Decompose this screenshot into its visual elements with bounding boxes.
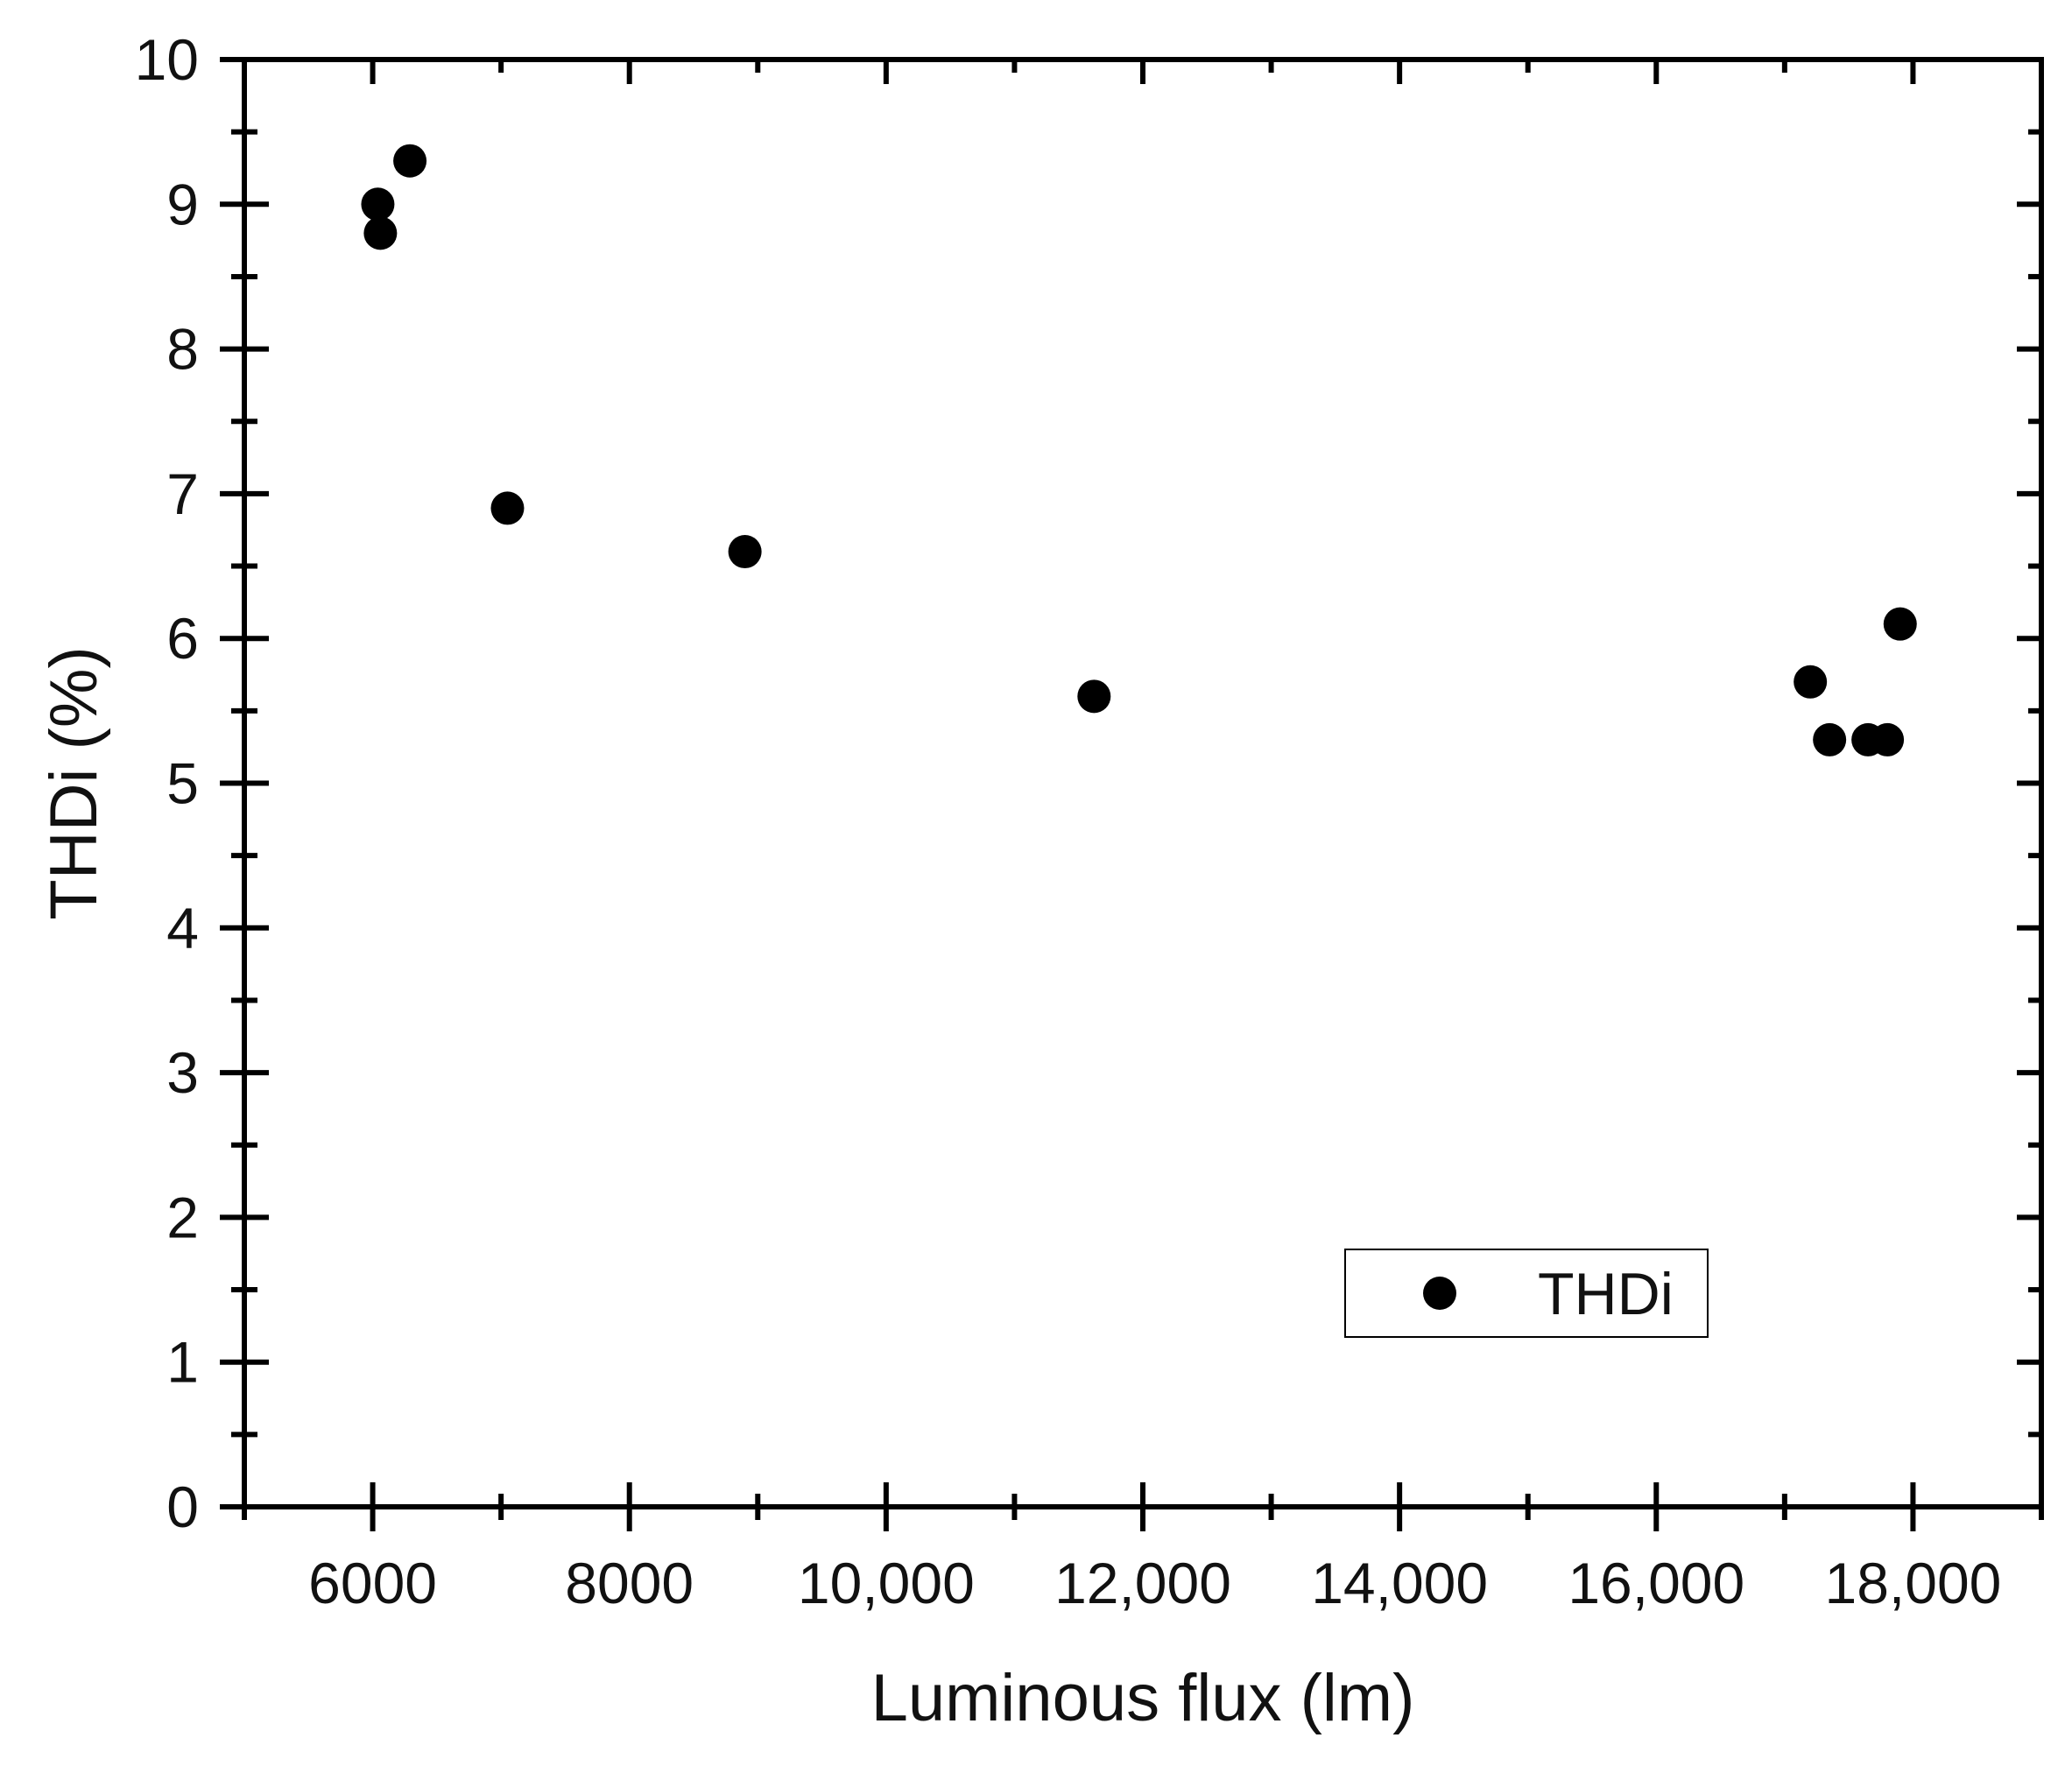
data-point — [361, 187, 395, 222]
legend-box — [1344, 1249, 1709, 1338]
legend-marker-thdi — [1423, 1277, 1456, 1310]
y-tick-label: 1 — [166, 1330, 199, 1395]
legend: THDi — [1344, 1249, 1709, 1338]
y-tick-label: 3 — [166, 1040, 199, 1105]
x-tick-label: 12,000 — [1054, 1551, 1231, 1615]
x-tick-labels: 6000 8000 10,000 12,000 14,000 16,000 18,000 — [308, 1551, 2001, 1615]
legend-label-thdi: THDi — [1538, 1261, 1674, 1327]
y-tick-label: 7 — [166, 461, 199, 526]
x-tick-label: 14,000 — [1311, 1551, 1488, 1615]
y-tick-label: 0 — [166, 1474, 199, 1539]
y-tick-label: 10 — [135, 27, 199, 92]
x-tick-label: 10,000 — [798, 1551, 975, 1615]
y-tick-label: 2 — [166, 1185, 199, 1249]
y-tick-label: 8 — [166, 317, 199, 382]
data-point — [1794, 665, 1828, 699]
data-point — [1077, 679, 1111, 714]
data-points — [361, 144, 1917, 756]
data-point — [728, 535, 762, 569]
data-point — [1813, 722, 1847, 756]
y-tick-label: 6 — [166, 606, 199, 671]
y-tick-label: 4 — [166, 896, 199, 960]
x-tick-label: 16,000 — [1568, 1551, 1744, 1615]
y-tick-label: 9 — [166, 172, 199, 236]
major-ticks — [220, 57, 2041, 1531]
x-tick-label: 8000 — [565, 1551, 694, 1615]
x-tick-label: 18,000 — [1824, 1551, 2001, 1615]
x-axis-title: Luminous flux (lm) — [871, 1661, 1415, 1735]
data-point — [490, 491, 525, 525]
y-tick-label: 5 — [166, 751, 199, 816]
data-point — [363, 216, 398, 250]
data-point — [393, 144, 427, 178]
data-point — [1883, 607, 1917, 641]
minor-ticks — [231, 60, 2044, 1520]
y-tick-labels: 0 1 2 3 4 5 6 7 8 9 10 — [135, 27, 199, 1539]
x-tick-label: 6000 — [308, 1551, 437, 1615]
data-point — [1871, 722, 1905, 756]
y-axis-title: THDi (%) — [37, 646, 111, 919]
plot-frame — [242, 57, 2044, 1509]
